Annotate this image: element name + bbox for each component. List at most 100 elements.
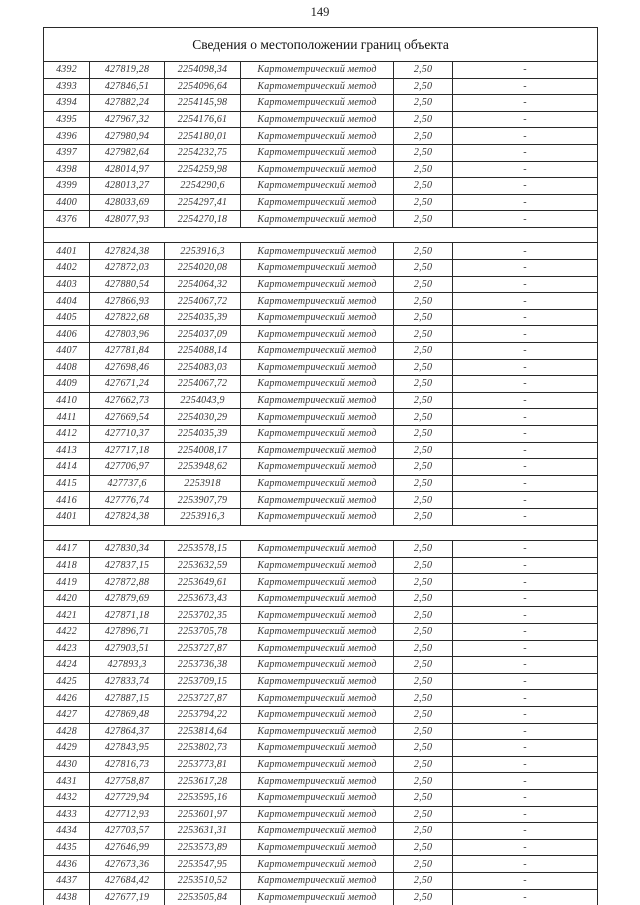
- cell-x-coordinate: 427710,37: [89, 424, 165, 443]
- cell-y-coordinate: 2253631,31: [164, 822, 241, 840]
- cell-method: Картометрический метод: [240, 375, 394, 393]
- cell-x-coordinate: 427869,48: [89, 705, 165, 724]
- cell-method: Картометрический метод: [240, 822, 394, 840]
- cell-note: -: [451, 424, 599, 443]
- cell-y-coordinate: 2253727,87: [164, 639, 241, 658]
- cell-point-number: 4432: [43, 788, 90, 807]
- cell-y-coordinate: 2253918: [164, 474, 241, 493]
- cell-precision: 2,50: [393, 772, 453, 790]
- cell-note: -: [451, 474, 599, 493]
- table-row: 4432 427729,94 2253595,16 Картометрический …: [43, 788, 599, 807]
- cell-note: -: [451, 805, 599, 824]
- table-row: 4435 427646,99 2253573,89 Картометрический …: [43, 838, 599, 857]
- cell-note: -: [451, 358, 599, 377]
- cell-y-coordinate: 2253802,73: [164, 739, 241, 757]
- cell-point-number: 4423: [43, 639, 90, 658]
- cell-note: -: [451, 888, 599, 905]
- cell-y-coordinate: 2254096,64: [164, 77, 241, 96]
- cell-note: -: [451, 491, 599, 509]
- cell-precision: 2,50: [393, 292, 453, 310]
- cell-y-coordinate: 2254232,75: [164, 143, 241, 162]
- cell-point-number: 4430: [43, 755, 90, 774]
- cell-y-coordinate: 2254064,32: [164, 275, 241, 294]
- table-row: 4406 427803,96 2254037,09 Картометрический …: [43, 325, 599, 343]
- cell-y-coordinate: 2254008,17: [164, 441, 241, 460]
- cell-note: -: [451, 242, 599, 261]
- cell-note: -: [451, 177, 599, 195]
- cell-x-coordinate: 427824,38: [89, 507, 165, 526]
- cell-y-coordinate: 2254088,14: [164, 342, 241, 360]
- cell-note: -: [451, 788, 599, 807]
- cell-point-number: 4434: [43, 822, 90, 840]
- cell-point-number: 4426: [43, 689, 90, 707]
- table-row: 4414 427706,97 2253948,62 Картометрический …: [43, 458, 599, 476]
- cell-x-coordinate: 427706,97: [89, 458, 165, 476]
- cell-precision: 2,50: [393, 242, 453, 261]
- table-row: 4433 427712,93 2253601,97 Картометрический …: [43, 805, 599, 824]
- cell-point-number: 4411: [43, 408, 90, 426]
- cell-x-coordinate: 427819,28: [89, 61, 165, 79]
- cell-method: Картометрический метод: [240, 788, 394, 807]
- cell-y-coordinate: 2254030,29: [164, 408, 241, 426]
- cell-x-coordinate: 427703,57: [89, 822, 165, 840]
- cell-point-number: 4409: [43, 375, 90, 393]
- cell-precision: 2,50: [393, 606, 453, 624]
- cell-y-coordinate: 2253547,95: [164, 855, 241, 873]
- cell-note: -: [451, 822, 599, 840]
- table-row: 4419 427872,88 2253649,61 Картометрический …: [43, 573, 599, 591]
- separator-row: [42, 524, 599, 542]
- cell-note: -: [451, 210, 599, 228]
- cell-point-number: 4428: [43, 722, 90, 741]
- cell-y-coordinate: 2253727,87: [164, 689, 241, 707]
- cell-method: Картометрический метод: [240, 871, 394, 890]
- cell-point-number: 4417: [43, 540, 90, 558]
- table-row: 4416 427776,74 2253907,79 Картометрический …: [43, 491, 599, 509]
- cell-method: Картометрический метод: [240, 193, 394, 212]
- cell-point-number: 4419: [43, 573, 90, 591]
- cell-point-number: 4433: [43, 805, 90, 824]
- cell-precision: 2,50: [393, 507, 453, 526]
- cell-point-number: 4420: [43, 589, 90, 608]
- cell-x-coordinate: 427673,36: [89, 855, 165, 873]
- cell-method: Картометрический метод: [240, 77, 394, 96]
- cell-note: -: [451, 259, 599, 277]
- cell-precision: 2,50: [393, 491, 453, 509]
- cell-point-number: 4405: [43, 308, 90, 327]
- cell-point-number: 4425: [43, 672, 90, 691]
- cell-method: Картометрический метод: [240, 143, 394, 162]
- cell-note: -: [451, 375, 599, 393]
- cell-point-number: 4401: [43, 242, 90, 261]
- cell-method: Картометрический метод: [240, 308, 394, 327]
- cell-x-coordinate: 427662,73: [89, 391, 165, 410]
- cell-note: -: [451, 639, 599, 658]
- cell-y-coordinate: 2254020,08: [164, 259, 241, 277]
- cell-point-number: 4438: [43, 888, 90, 905]
- cell-point-number: 4416: [43, 491, 90, 509]
- cell-y-coordinate: 2254098,34: [164, 61, 241, 79]
- cell-x-coordinate: 428033,69: [89, 193, 165, 212]
- cell-point-number: 4396: [43, 127, 90, 145]
- cell-method: Картометрический метод: [240, 160, 394, 179]
- cell-point-number: 4403: [43, 275, 90, 294]
- cell-precision: 2,50: [393, 193, 453, 212]
- table-row: 4429 427843,95 2253802,73 Картометрический …: [43, 739, 599, 757]
- cell-precision: 2,50: [393, 805, 453, 824]
- cell-y-coordinate: 2253736,38: [164, 656, 241, 674]
- table-row: 4425 427833,74 2253709,15 Картометрический …: [43, 672, 599, 691]
- table-row: 4412 427710,37 2254035,39 Картометрический …: [43, 424, 599, 443]
- cell-precision: 2,50: [393, 705, 453, 724]
- cell-precision: 2,50: [393, 589, 453, 608]
- separator-cell: [42, 226, 599, 244]
- table-row: 4431 427758,87 2253617,28 Картометрический …: [43, 772, 599, 790]
- cell-x-coordinate: 427822,68: [89, 308, 165, 327]
- cell-method: Картометрический метод: [240, 342, 394, 360]
- cell-x-coordinate: 427737,6: [89, 474, 165, 493]
- cell-precision: 2,50: [393, 61, 453, 79]
- cell-precision: 2,50: [393, 822, 453, 840]
- cell-note: -: [451, 855, 599, 873]
- cell-method: Картометрический метод: [240, 177, 394, 195]
- cell-precision: 2,50: [393, 391, 453, 410]
- cell-point-number: 4435: [43, 838, 90, 857]
- table-row: 4376 428077,93 2254270,18 Картометрический …: [43, 210, 599, 228]
- cell-note: -: [451, 573, 599, 591]
